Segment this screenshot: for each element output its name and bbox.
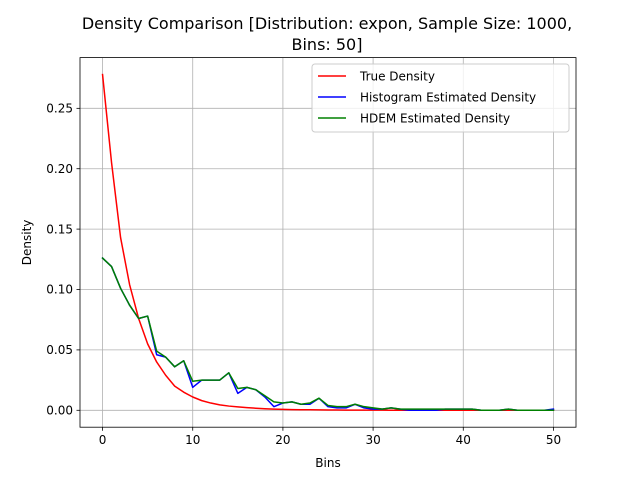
x-tick-label: 30 (365, 433, 380, 447)
chart-title-line-1: Density Comparison [Distribution: expon,… (82, 14, 572, 33)
x-tick-label: 40 (456, 433, 471, 447)
legend-box (311, 63, 570, 133)
legend-label-1: True Density (359, 69, 435, 83)
y-axis-label: Density (20, 220, 34, 266)
grid-lines (80, 57, 576, 428)
y-tick-label: 0.15 (46, 222, 73, 236)
x-tick-label: 50 (546, 433, 561, 447)
axis-ticks: 0 10 20 30 40 50 0.00 0.05 0.10 0.15 0.20 0.25 (46, 102, 561, 448)
y-tick-label: 0.00 (46, 403, 73, 417)
plot-area-frame (79, 57, 577, 428)
series-line-3 (101, 257, 555, 412)
x-tick-label: 0 (99, 433, 107, 447)
legend-label-2: Histogram Estimated Density (360, 90, 536, 104)
legend: True Density Histogram Estimated Density H… (311, 63, 570, 133)
x-axis-label: Bins (315, 456, 340, 470)
chart-title-line-2: Bins: 50] (292, 35, 363, 54)
x-tick-label: 20 (275, 433, 290, 447)
series-lines (101, 73, 555, 412)
y-tick-label: 0.10 (46, 283, 73, 297)
y-tick-label: 0.25 (46, 102, 73, 116)
x-tick-label: 10 (185, 433, 200, 447)
y-tick-label: 0.05 (46, 343, 73, 357)
legend-label-3: HDEM Estimated Density (360, 111, 510, 125)
y-tick-label: 0.20 (46, 162, 73, 176)
